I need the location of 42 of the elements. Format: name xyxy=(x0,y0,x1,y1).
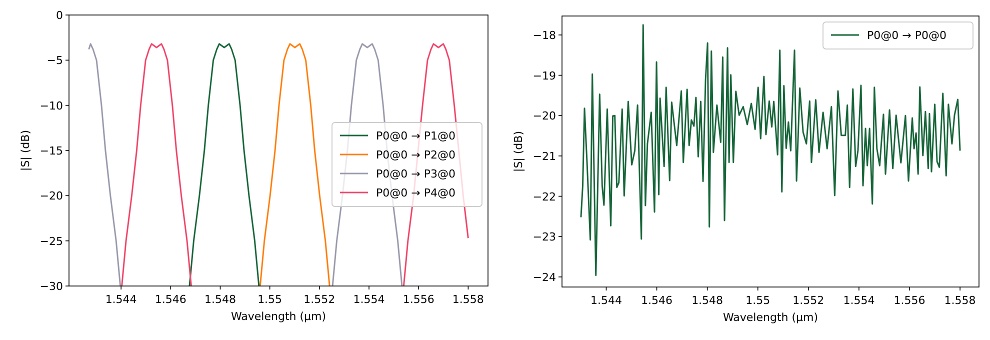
x-tick-label: 1.552 xyxy=(792,294,824,307)
x-tick-label: 1.554 xyxy=(843,294,875,307)
legend-label: P0@0 → P3@0 xyxy=(376,168,456,180)
y-tick-label: −18 xyxy=(532,28,556,42)
x-axis-title: Wavelength (μm) xyxy=(722,311,818,324)
y-tick-label: −25 xyxy=(40,234,63,248)
line-series xyxy=(188,43,260,286)
y-axis-title: |S| (dB) xyxy=(512,130,525,172)
x-tick-label: 1.558 xyxy=(452,293,484,306)
y-tick-label: −19 xyxy=(532,69,556,82)
y-tick-label: −20 xyxy=(532,110,556,123)
line-series xyxy=(580,24,961,276)
x-tick-label: 1.546 xyxy=(641,294,673,307)
legend-label: P0@0 → P4@0 xyxy=(376,186,456,200)
y-axis-title: |S| (dB) xyxy=(19,130,32,172)
x-tick-label: 1.55 xyxy=(746,294,770,307)
legend-label: P0@0 → P1@0 xyxy=(376,130,456,142)
line-series xyxy=(259,43,330,286)
y-tick-label: −23 xyxy=(532,230,556,244)
y-tick-label: −24 xyxy=(532,270,556,284)
legend-label: P0@0 → P2@0 xyxy=(376,148,456,162)
y-tick-label: −15 xyxy=(40,144,63,158)
x-axis-title: Wavelength (μm) xyxy=(230,310,326,323)
x-tick-label: 1.544 xyxy=(105,293,137,306)
legend-label: P0@0 → P0@0 xyxy=(867,29,946,42)
x-tick-label: 1.544 xyxy=(590,294,622,307)
y-tick-label: 0 xyxy=(56,9,63,22)
y-tick-label: −10 xyxy=(40,99,63,112)
x-tick-label: 1.55 xyxy=(258,293,282,306)
x-tick-label: 1.556 xyxy=(894,294,926,307)
x-tick-label: 1.548 xyxy=(692,294,724,307)
x-tick-label: 1.548 xyxy=(204,293,236,306)
x-tick-label: 1.558 xyxy=(944,294,976,307)
y-tick-label: −20 xyxy=(40,190,63,203)
x-tick-label: 1.556 xyxy=(402,293,434,306)
x-tick-label: 1.552 xyxy=(304,293,336,306)
y-tick-label: −30 xyxy=(40,280,63,293)
x-tick-label: 1.554 xyxy=(353,293,385,306)
y-tick-label: −22 xyxy=(532,190,556,204)
y-tick-label: −5 xyxy=(46,54,63,68)
y-tick-label: −21 xyxy=(532,150,556,163)
x-tick-label: 1.546 xyxy=(154,293,186,306)
